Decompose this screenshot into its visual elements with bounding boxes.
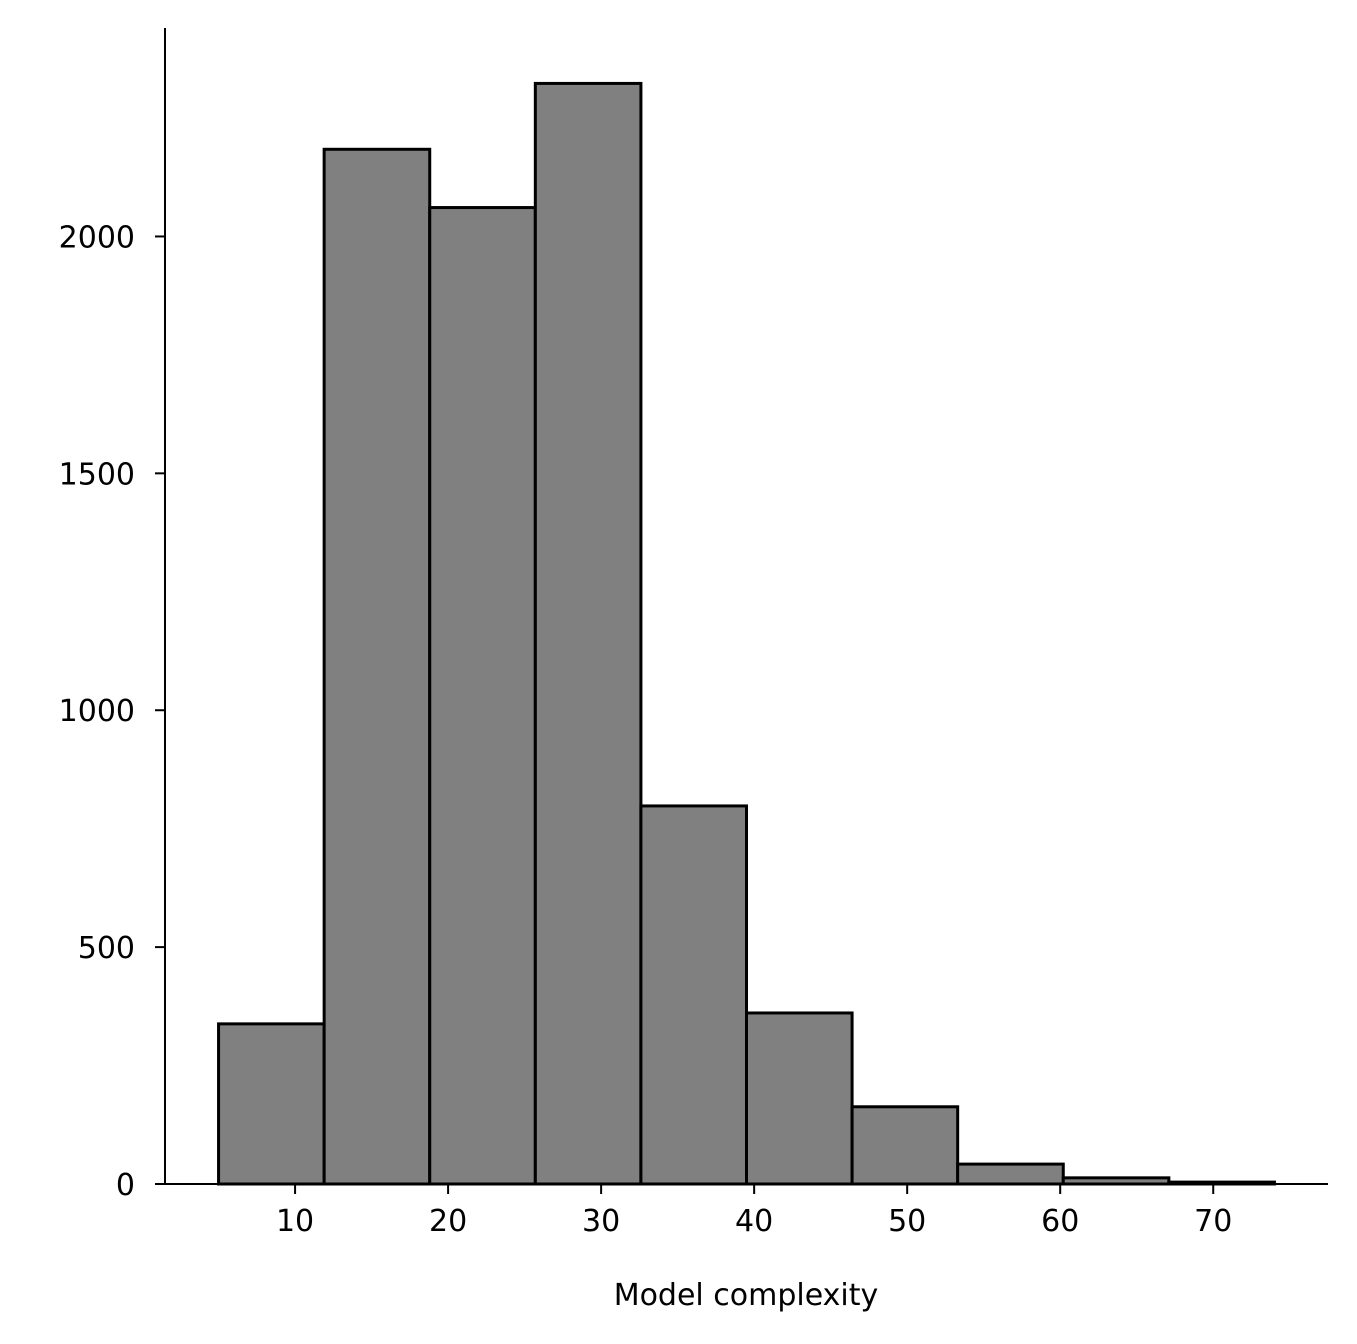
histogram-bar bbox=[850, 1105, 960, 1186]
x-tick-label: 30 bbox=[582, 1204, 620, 1239]
histogram-bar bbox=[217, 1022, 326, 1186]
y-tick-label: 2000 bbox=[59, 220, 135, 255]
x-tick-label: 70 bbox=[1194, 1204, 1232, 1239]
y-tick-label: 500 bbox=[78, 931, 135, 966]
y-tick-label: 0 bbox=[116, 1168, 135, 1203]
x-tick-label: 10 bbox=[276, 1204, 314, 1239]
histogram-bar bbox=[428, 206, 537, 1186]
x-tick-label: 50 bbox=[888, 1204, 926, 1239]
histogram-bar bbox=[956, 1162, 1065, 1186]
histogram-bar bbox=[745, 1011, 854, 1186]
axes: 10 20 30 40 50 60 70 0 500 1000 1500 2000 bbox=[59, 28, 1328, 1239]
x-tick-label: 20 bbox=[429, 1204, 467, 1239]
x-axis-label: Model complexity bbox=[614, 1278, 879, 1313]
y-tick-label: 1500 bbox=[59, 457, 135, 492]
histogram-bar bbox=[322, 147, 432, 1186]
histogram-bar bbox=[533, 81, 643, 1186]
bars bbox=[217, 81, 1276, 1186]
histogram-bar bbox=[639, 804, 749, 1186]
y-tick-label: 1000 bbox=[59, 694, 135, 729]
x-tick-label: 40 bbox=[735, 1204, 773, 1239]
x-tick-label: 60 bbox=[1041, 1204, 1079, 1239]
